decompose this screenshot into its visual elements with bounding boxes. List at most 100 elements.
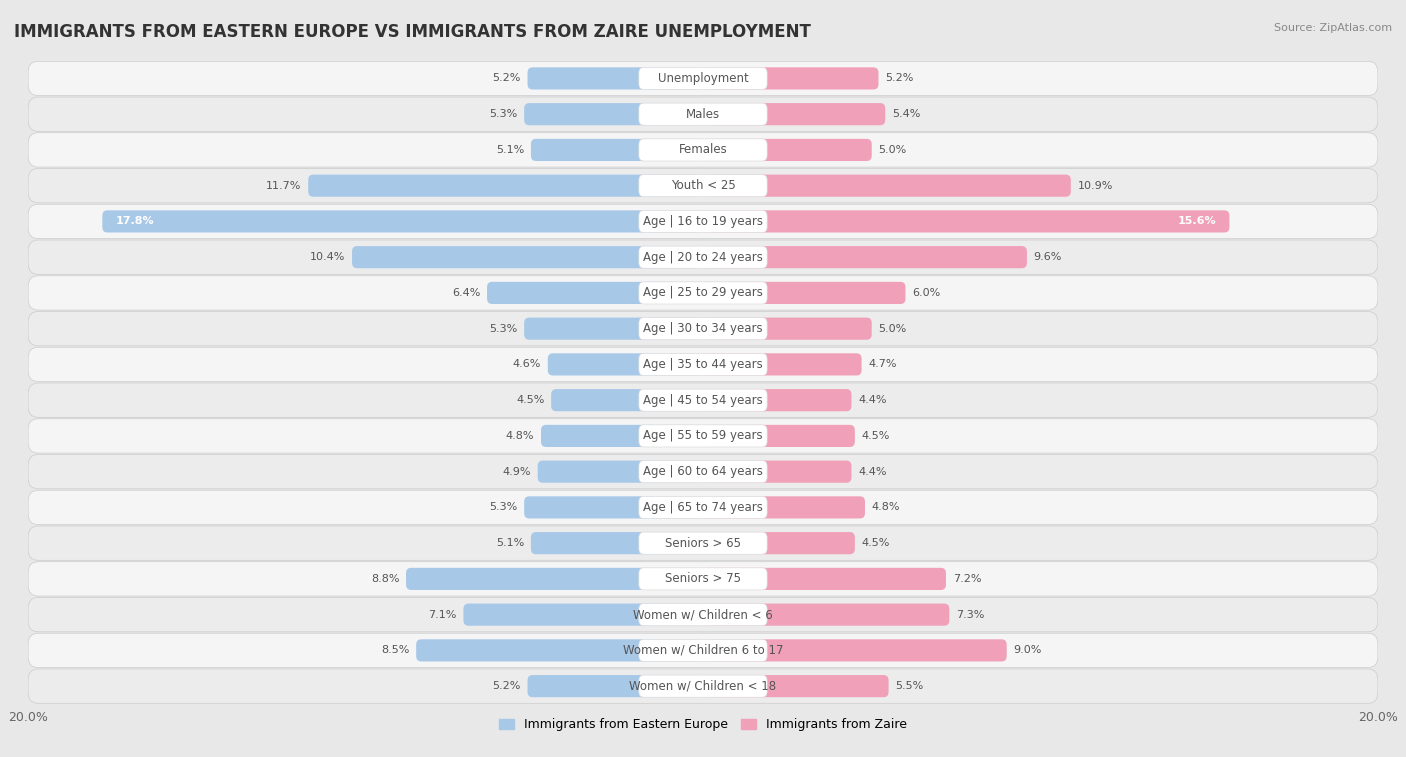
FancyBboxPatch shape: [541, 425, 703, 447]
FancyBboxPatch shape: [638, 354, 768, 375]
FancyBboxPatch shape: [703, 389, 852, 411]
Text: 4.5%: 4.5%: [862, 538, 890, 548]
FancyBboxPatch shape: [638, 497, 768, 519]
Text: 6.4%: 6.4%: [451, 288, 481, 298]
FancyBboxPatch shape: [703, 103, 886, 125]
Legend: Immigrants from Eastern Europe, Immigrants from Zaire: Immigrants from Eastern Europe, Immigran…: [495, 713, 911, 737]
Text: 9.0%: 9.0%: [1014, 646, 1042, 656]
FancyBboxPatch shape: [28, 312, 1378, 346]
Text: 5.1%: 5.1%: [496, 538, 524, 548]
FancyBboxPatch shape: [527, 67, 703, 89]
FancyBboxPatch shape: [548, 354, 703, 375]
Text: 7.2%: 7.2%: [953, 574, 981, 584]
Text: 5.3%: 5.3%: [489, 109, 517, 119]
FancyBboxPatch shape: [524, 497, 703, 519]
FancyBboxPatch shape: [28, 276, 1378, 310]
FancyBboxPatch shape: [28, 633, 1378, 668]
Text: Unemployment: Unemployment: [658, 72, 748, 85]
FancyBboxPatch shape: [638, 175, 768, 197]
Text: 4.9%: 4.9%: [502, 466, 531, 477]
FancyBboxPatch shape: [28, 454, 1378, 489]
FancyBboxPatch shape: [703, 603, 949, 626]
Text: 4.8%: 4.8%: [506, 431, 534, 441]
FancyBboxPatch shape: [638, 425, 768, 447]
Text: 5.3%: 5.3%: [489, 503, 517, 512]
Text: 5.2%: 5.2%: [492, 73, 520, 83]
FancyBboxPatch shape: [638, 603, 768, 626]
FancyBboxPatch shape: [703, 497, 865, 519]
Text: 4.4%: 4.4%: [858, 466, 887, 477]
FancyBboxPatch shape: [28, 419, 1378, 453]
FancyBboxPatch shape: [28, 97, 1378, 132]
FancyBboxPatch shape: [28, 132, 1378, 167]
Text: Males: Males: [686, 107, 720, 120]
FancyBboxPatch shape: [28, 491, 1378, 525]
FancyBboxPatch shape: [703, 246, 1026, 268]
FancyBboxPatch shape: [406, 568, 703, 590]
FancyBboxPatch shape: [703, 425, 855, 447]
Text: Age | 35 to 44 years: Age | 35 to 44 years: [643, 358, 763, 371]
FancyBboxPatch shape: [703, 67, 879, 89]
Text: Age | 55 to 59 years: Age | 55 to 59 years: [643, 429, 763, 442]
Text: Women w/ Children < 6: Women w/ Children < 6: [633, 608, 773, 621]
FancyBboxPatch shape: [524, 318, 703, 340]
Text: 10.4%: 10.4%: [309, 252, 346, 262]
Text: Source: ZipAtlas.com: Source: ZipAtlas.com: [1274, 23, 1392, 33]
FancyBboxPatch shape: [638, 67, 768, 89]
Text: 5.1%: 5.1%: [496, 145, 524, 155]
FancyBboxPatch shape: [416, 640, 703, 662]
FancyBboxPatch shape: [551, 389, 703, 411]
Text: 4.7%: 4.7%: [869, 360, 897, 369]
FancyBboxPatch shape: [638, 640, 768, 662]
FancyBboxPatch shape: [28, 597, 1378, 632]
Text: 8.5%: 8.5%: [381, 646, 409, 656]
FancyBboxPatch shape: [638, 460, 768, 483]
FancyBboxPatch shape: [524, 103, 703, 125]
FancyBboxPatch shape: [638, 103, 768, 125]
FancyBboxPatch shape: [703, 175, 1071, 197]
FancyBboxPatch shape: [638, 246, 768, 268]
Text: 5.5%: 5.5%: [896, 681, 924, 691]
FancyBboxPatch shape: [703, 532, 855, 554]
FancyBboxPatch shape: [703, 568, 946, 590]
Text: 5.2%: 5.2%: [492, 681, 520, 691]
FancyBboxPatch shape: [638, 210, 768, 232]
Text: 11.7%: 11.7%: [266, 181, 301, 191]
FancyBboxPatch shape: [28, 669, 1378, 703]
Text: 17.8%: 17.8%: [115, 217, 155, 226]
Text: 7.3%: 7.3%: [956, 609, 984, 620]
FancyBboxPatch shape: [531, 139, 703, 161]
FancyBboxPatch shape: [638, 568, 768, 590]
Text: Seniors > 65: Seniors > 65: [665, 537, 741, 550]
Text: 15.6%: 15.6%: [1177, 217, 1216, 226]
FancyBboxPatch shape: [703, 318, 872, 340]
Text: IMMIGRANTS FROM EASTERN EUROPE VS IMMIGRANTS FROM ZAIRE UNEMPLOYMENT: IMMIGRANTS FROM EASTERN EUROPE VS IMMIGR…: [14, 23, 811, 41]
FancyBboxPatch shape: [703, 675, 889, 697]
Text: Females: Females: [679, 143, 727, 157]
FancyBboxPatch shape: [703, 282, 905, 304]
FancyBboxPatch shape: [638, 532, 768, 554]
FancyBboxPatch shape: [352, 246, 703, 268]
Text: 9.6%: 9.6%: [1033, 252, 1062, 262]
Text: 5.2%: 5.2%: [886, 73, 914, 83]
FancyBboxPatch shape: [638, 139, 768, 161]
Text: 5.4%: 5.4%: [891, 109, 921, 119]
FancyBboxPatch shape: [638, 282, 768, 304]
FancyBboxPatch shape: [638, 318, 768, 340]
Text: 6.0%: 6.0%: [912, 288, 941, 298]
Text: Age | 16 to 19 years: Age | 16 to 19 years: [643, 215, 763, 228]
FancyBboxPatch shape: [703, 460, 852, 483]
FancyBboxPatch shape: [28, 169, 1378, 203]
Text: Age | 60 to 64 years: Age | 60 to 64 years: [643, 465, 763, 478]
FancyBboxPatch shape: [28, 526, 1378, 560]
FancyBboxPatch shape: [103, 210, 703, 232]
Text: 4.5%: 4.5%: [516, 395, 544, 405]
FancyBboxPatch shape: [308, 175, 703, 197]
Text: 5.3%: 5.3%: [489, 324, 517, 334]
FancyBboxPatch shape: [28, 240, 1378, 274]
Text: 5.0%: 5.0%: [879, 324, 907, 334]
Text: Age | 65 to 74 years: Age | 65 to 74 years: [643, 501, 763, 514]
FancyBboxPatch shape: [638, 675, 768, 697]
Text: Women w/ Children 6 to 17: Women w/ Children 6 to 17: [623, 644, 783, 657]
Text: Seniors > 75: Seniors > 75: [665, 572, 741, 585]
